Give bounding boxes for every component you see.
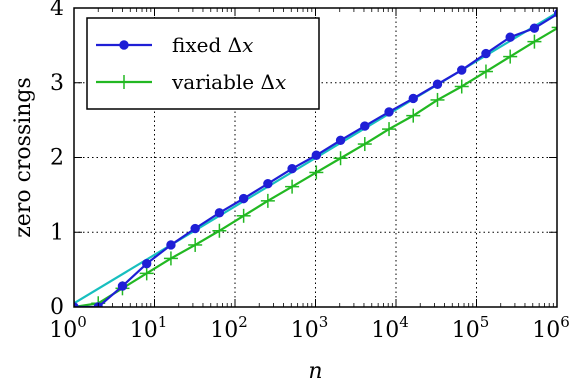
data-point: [360, 121, 370, 131]
data-point: [408, 93, 418, 104]
data-point: [141, 258, 152, 269]
x-tick-exponent: 0: [77, 313, 87, 331]
x-tick-label: 102: [210, 313, 248, 343]
data-point: [166, 240, 176, 250]
x-tick-base: 10: [452, 318, 480, 343]
x-tick-label: 105: [452, 313, 490, 343]
data-point: [287, 164, 297, 174]
x-tick-label: 103: [291, 313, 329, 343]
legend: fixed Δx variable Δx: [86, 17, 320, 110]
x-tick-base: 10: [532, 318, 560, 343]
legend-text-variable: variable Δ: [171, 70, 275, 94]
y-axis-label: zero crossings: [11, 77, 36, 238]
data-point: [505, 32, 515, 42]
x-tick-base: 10: [371, 318, 399, 343]
x-tick-label: 104: [371, 313, 409, 343]
y-tick-label: 0: [50, 295, 64, 320]
y-tick-label: 4: [50, 0, 64, 21]
x-tick-exponent: 6: [560, 313, 570, 331]
data-point: [553, 8, 557, 18]
series-1: [74, 26, 557, 307]
legend-box: [86, 17, 320, 110]
ticks: [73, 7, 558, 308]
x-tick-base: 10: [210, 318, 238, 343]
x-tick-exponent: 4: [399, 313, 409, 331]
data-point: [214, 208, 225, 218]
data-point: [263, 178, 273, 189]
legend-marker-variable: [117, 75, 131, 89]
data-point: [190, 223, 200, 234]
x-tick-label: 101: [130, 313, 168, 343]
x-tick-base: 10: [291, 318, 319, 343]
x-axis-label: n: [308, 359, 322, 384]
legend-label-fixed: fixed Δx: [172, 33, 253, 57]
x-tick-exponent: 1: [158, 313, 168, 331]
x-tick-label: 106: [532, 313, 570, 343]
data-point: [238, 193, 249, 204]
x-tick-exponent: 2: [238, 313, 248, 331]
x-tick-base: 10: [49, 318, 77, 343]
data-point: [384, 107, 394, 117]
x-tick-label: 100: [49, 313, 87, 343]
legend-marker-fixed: [119, 40, 129, 50]
y-tick-label: 3: [50, 71, 64, 96]
data-point: [335, 135, 346, 146]
y-tick-label: 2: [50, 146, 64, 171]
legend-text-fixed: fixed Δ: [172, 33, 242, 57]
legend-label-variable: variable Δx: [171, 70, 286, 94]
x-tick-exponent: 5: [480, 313, 490, 331]
data-point: [117, 281, 128, 291]
legend-var-fixed: x: [242, 33, 253, 57]
data-point: [457, 65, 467, 75]
y-tick-label: 1: [50, 220, 64, 245]
data-point: [529, 23, 540, 33]
data-point: [432, 79, 443, 89]
data-point: [481, 48, 491, 59]
data-point: [311, 150, 322, 160]
x-tick-exponent: 3: [319, 313, 329, 331]
x-tick-base: 10: [130, 318, 158, 343]
legend-var-variable: x: [275, 70, 286, 94]
series-0: [74, 8, 557, 307]
series-layer: [74, 8, 557, 307]
